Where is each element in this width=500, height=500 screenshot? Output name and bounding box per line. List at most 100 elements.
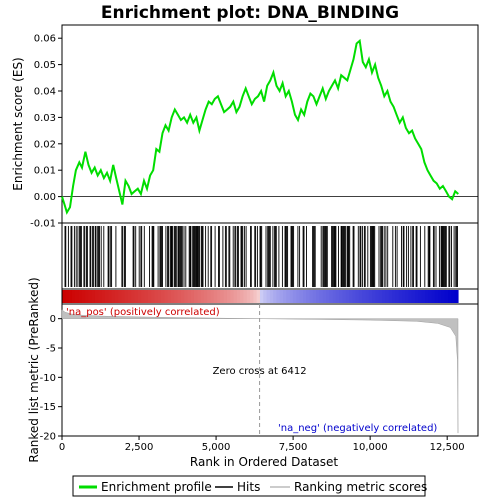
es-y-tick-label: 0.01: [34, 166, 56, 177]
rank-bar-segment: [312, 290, 317, 303]
rank-bar-segment: [428, 290, 433, 303]
rank-bar-segment: [236, 290, 241, 303]
rank-bar-segment: [296, 290, 301, 303]
rank-bar-segment: [78, 290, 83, 303]
legend-hits-label: Hits: [237, 480, 260, 494]
rank-bar-segment: [259, 290, 264, 303]
rank-bar-segment: [91, 290, 96, 303]
rank-bar-segment: [81, 290, 86, 303]
rank-bar-segment: [114, 290, 119, 303]
rank-bar-segment: [378, 290, 383, 303]
rank-bar-segment: [352, 290, 357, 303]
rank-bar-segment: [167, 290, 172, 303]
rank-bar-segment: [240, 290, 245, 303]
es-plot-frame: [61, 24, 479, 224]
rank-bar-segment: [187, 290, 192, 303]
rank-bar-segment: [415, 290, 419, 303]
legend-profile-label: Enrichment profile: [101, 480, 212, 494]
rank-bar-segment: [207, 290, 212, 303]
metric-y-tick-label: -20: [40, 432, 56, 443]
rank-bar-segment: [174, 290, 179, 303]
metric-y-tick-label: -5: [46, 344, 56, 355]
legend-metric-label: Ranking metric scores: [294, 480, 427, 494]
rank-bar-segment: [220, 290, 225, 303]
metric-y-axis-label: Ranked list metric (PreRanked): [27, 277, 41, 462]
rank-bar-segment: [184, 290, 188, 303]
rank-bar-segment: [385, 290, 390, 303]
rank-bar-segment: [217, 290, 221, 303]
rank-bar-segment: [302, 290, 307, 303]
es-y-tick-label: 0.03: [34, 113, 56, 124]
rank-bar-segment: [124, 290, 129, 303]
rank-bar-segment: [388, 290, 393, 303]
rank-bar-segment: [405, 290, 410, 303]
metric-plot-frame: [61, 303, 479, 437]
rank-bar-segment: [170, 290, 175, 303]
rank-bar-segment: [230, 290, 235, 303]
enrichment-profile-line: [61, 38, 459, 215]
rank-bar-segment: [309, 290, 314, 303]
rank-bar-segment: [322, 290, 327, 303]
rank-bar-segment: [375, 290, 380, 303]
rank-bar-segment: [164, 290, 169, 303]
metric-panel: 0 -5 -10 -15 -20 Zero cross at 6412 'na_pos'…: [27, 277, 479, 463]
rank-bar-segment: [243, 290, 248, 303]
legend: Enrichment profile Hits Ranking metric s…: [72, 475, 427, 497]
rank-bar-segment: [345, 290, 350, 303]
rank-bar-segment: [266, 290, 271, 303]
zero-cross-label: Zero cross at 6412: [213, 366, 307, 377]
metric-y-tick-label: 0: [50, 314, 56, 325]
rank-bar-segment: [342, 290, 347, 303]
x-tick-label: 7,500: [279, 442, 308, 453]
rank-bar-segment: [94, 290, 99, 303]
x-tick-label: 0: [59, 442, 65, 453]
rank-bar-segment: [332, 290, 337, 303]
rank-bar-segment: [68, 290, 73, 303]
rank-bar-segment: [141, 290, 146, 303]
rank-bar-segment: [349, 290, 353, 303]
rank-bar-segment: [98, 290, 103, 303]
x-tick-label: 2,500: [125, 442, 154, 453]
rank-bar-segment: [365, 290, 370, 303]
x-tick-label: 12,500: [430, 442, 465, 453]
rank-bar-segment: [319, 290, 324, 303]
rank-bar-segment: [62, 290, 66, 303]
rank-bar-segment: [118, 290, 122, 303]
rank-bar-segment: [451, 290, 456, 303]
negative-correlation-label: 'na_neg' (negatively correlated): [278, 423, 437, 434]
rank-bar-segment: [411, 290, 416, 303]
metric-y-tick-label: -10: [40, 373, 56, 384]
es-y-tick-label: 0.06: [34, 34, 56, 45]
rank-bar-segment: [382, 290, 386, 303]
rank-bar-segment: [213, 290, 218, 303]
rank-bar-segment: [104, 290, 109, 303]
rank-bar-segment: [101, 290, 106, 303]
rank-bar-segment: [398, 290, 403, 303]
rank-bar-segment: [431, 290, 436, 303]
rank-bar-segment: [438, 290, 443, 303]
rank-bar-segment: [441, 290, 446, 303]
rank-bar-segment: [157, 290, 162, 303]
rank-bar-segment: [368, 290, 373, 303]
chart-title: Enrichment plot: DNA_BINDING: [101, 3, 399, 23]
es-y-tick-label: 0.02: [34, 139, 56, 150]
hits-panel: [61, 222, 479, 305]
x-tick-label: 10,000: [353, 442, 388, 453]
rank-bar-segment: [226, 290, 231, 303]
rank-bar-segment: [121, 290, 126, 303]
rank-bar-segment: [299, 290, 304, 303]
rank-bar-segment: [362, 290, 367, 303]
rank-bar-segment: [250, 290, 254, 303]
rank-bar-segment: [424, 290, 429, 303]
rank-bar-segment: [276, 290, 281, 303]
rank-bar-segment: [197, 290, 202, 303]
rank-bar-segment: [335, 290, 340, 303]
rank-bar-segment: [177, 290, 182, 303]
rank-bar-segment: [147, 290, 152, 303]
es-panel: -0.01 0.00 0.01 0.02 0.03 0.04 0.05 0.06 Enrich…: [11, 24, 479, 230]
rank-bar-segment: [65, 290, 70, 303]
rank-bar-segment: [160, 290, 165, 303]
rank-bar-segment: [85, 290, 89, 303]
rank-bar-segment: [306, 290, 311, 303]
rank-bar-segment: [391, 290, 396, 303]
